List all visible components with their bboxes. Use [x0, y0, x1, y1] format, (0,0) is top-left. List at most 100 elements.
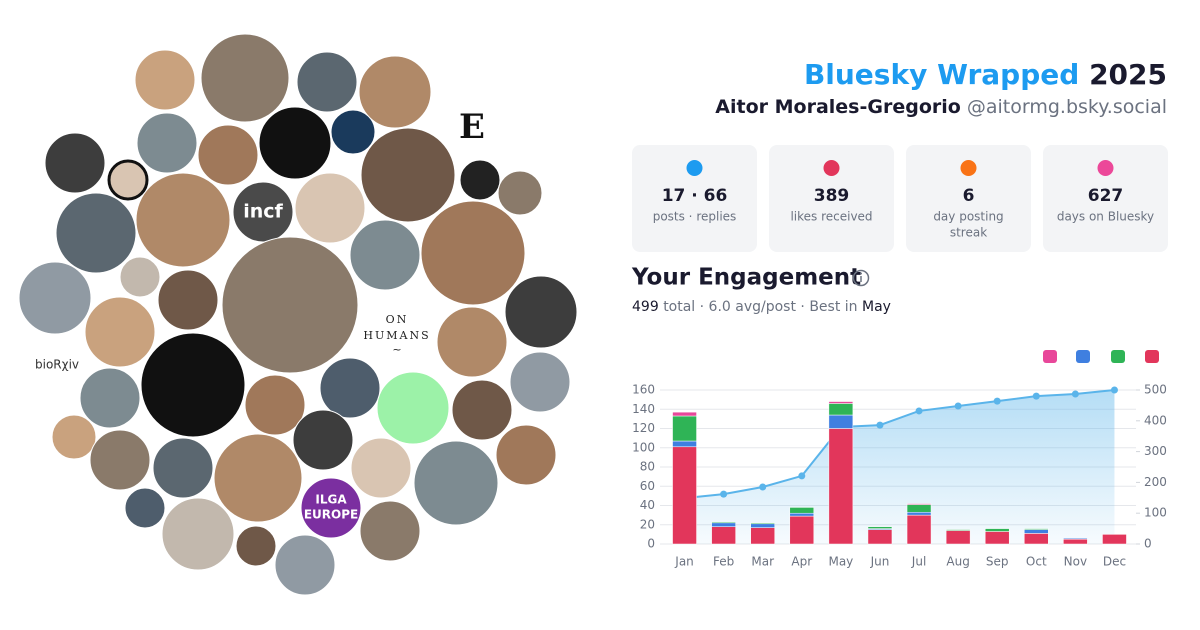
avatar — [134, 49, 196, 111]
avatar-label: ILGA — [315, 493, 347, 507]
bar-segment — [906, 511, 932, 516]
stat-icon — [823, 160, 840, 176]
avatar — [274, 534, 336, 596]
bar-segment — [828, 428, 854, 545]
x-tick-label: Feb — [713, 555, 734, 569]
avatar — [413, 440, 499, 526]
area-line — [684, 389, 1115, 500]
avatar — [135, 172, 231, 268]
bar-segment — [672, 446, 697, 545]
bar-segment — [1063, 538, 1088, 545]
avatar — [358, 55, 432, 129]
x-tick-label: Apr — [791, 555, 812, 569]
bar-segment — [711, 521, 736, 524]
best-month: May — [862, 299, 891, 315]
user-line: Aitor Morales-Gregorio @aitormg.bsky.soc… — [715, 96, 1167, 118]
avatar — [157, 269, 219, 331]
avatar-label: ~ — [392, 343, 401, 356]
y-tick-label: 140 — [632, 402, 655, 416]
stat-value: 627 — [1088, 186, 1124, 206]
area-point — [720, 490, 728, 498]
avatar — [449, 105, 495, 151]
avatar — [350, 437, 412, 499]
avatar — [300, 477, 362, 539]
bar-segment — [945, 529, 971, 531]
stat-label: days on Bluesky — [1057, 210, 1154, 224]
x-tick-label: Dec — [1103, 555, 1126, 569]
avatar — [294, 172, 366, 244]
bar-segment — [906, 504, 932, 513]
y2-tick-label: 0 — [1144, 537, 1152, 551]
avatar — [30, 338, 84, 392]
avatar — [459, 159, 501, 201]
avatar-label: bioRχiv — [35, 358, 79, 372]
avatar — [244, 374, 306, 436]
avatar — [221, 236, 359, 374]
bar-segment — [906, 514, 932, 545]
avatar — [497, 170, 543, 216]
stat-icon — [686, 160, 703, 176]
bar-segment — [1024, 528, 1049, 530]
title-brand: Bluesky Wrapped — [804, 58, 1079, 91]
y-tick-label: 160 — [632, 383, 655, 397]
avatar — [296, 51, 358, 113]
x-tick-label: Mar — [751, 555, 774, 569]
legend-icon — [1043, 350, 1057, 363]
bar-segment — [789, 515, 815, 545]
avatar — [258, 106, 332, 180]
stat-value: 389 — [814, 186, 850, 206]
bar-segment — [1024, 533, 1049, 545]
bar-segment — [1024, 529, 1049, 534]
y-tick-label: 80 — [640, 460, 655, 474]
x-tick-label: Sep — [986, 555, 1009, 569]
bar-segment — [672, 411, 697, 417]
bar-segment — [672, 440, 697, 448]
avatar — [356, 294, 438, 376]
y-tick-label: 40 — [640, 498, 655, 512]
area-point — [759, 483, 767, 491]
avatar-label: incf — [243, 201, 283, 223]
avatar — [504, 275, 578, 349]
avatar — [197, 124, 259, 186]
area-point — [1110, 386, 1118, 394]
avatar — [232, 181, 294, 243]
avatar — [152, 437, 214, 499]
bar-segment — [750, 523, 775, 528]
stat-value: 17 · 66 — [662, 186, 728, 206]
avatar-label: HUMANS — [363, 329, 430, 342]
area-point — [798, 472, 806, 480]
avatar-label: E — [459, 107, 485, 147]
avatar — [330, 109, 376, 155]
avatar — [89, 429, 151, 491]
bar-segment — [672, 415, 697, 442]
engagement-summary: 499 total · 6.0 avg/post · Best in May — [632, 299, 891, 315]
avatar — [376, 371, 450, 445]
avatar — [84, 296, 156, 368]
bar-segment — [906, 503, 932, 505]
bar-segment — [867, 526, 893, 529]
x-tick-label: Jun — [870, 555, 890, 569]
avatar — [124, 487, 166, 529]
legend-icon — [1145, 350, 1159, 363]
avatar — [359, 500, 421, 562]
area-point — [1071, 390, 1079, 398]
bar-segment — [828, 403, 854, 416]
total: 499 — [632, 299, 659, 315]
stat-icon — [1097, 160, 1114, 176]
bar-segment — [711, 526, 736, 545]
avatar — [79, 367, 141, 429]
engagement-chart: 0 20 40 60 80 100 120 140 160 0 100 200 300 400 500 Jan… — [632, 350, 1167, 569]
area-point — [876, 421, 884, 429]
bar-segment — [789, 507, 815, 514]
bar-segment — [750, 527, 775, 545]
avatar — [319, 357, 381, 419]
y2-tick-label: 400 — [1144, 413, 1167, 427]
section-heading: Your Engagement — [631, 265, 861, 291]
info-icon[interactable] — [852, 269, 870, 287]
bar-segment — [828, 401, 854, 404]
area-point — [1032, 392, 1040, 400]
avatar — [451, 379, 513, 441]
area-point — [915, 407, 923, 415]
